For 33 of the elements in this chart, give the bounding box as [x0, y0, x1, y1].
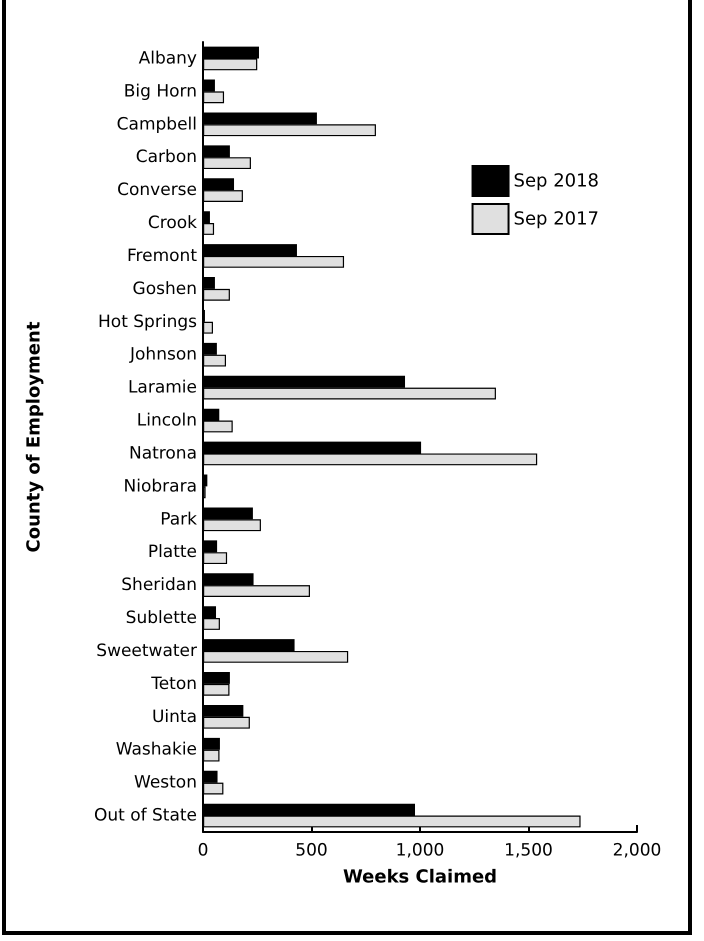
y-tick-label: Platte	[148, 542, 197, 562]
x-tick-label: 1,000	[396, 840, 444, 860]
y-tick-label: Uinta	[152, 706, 197, 727]
x-axis-title: Weeks Claimed	[342, 866, 498, 888]
y-tick-label: Fremont	[126, 246, 198, 266]
y-tick-label: Park	[160, 509, 198, 530]
y-tick-label: Laramie	[128, 378, 197, 398]
y-tick-label: Johnson	[129, 344, 197, 365]
y-tick-label: Niobrara	[124, 476, 197, 496]
y-tick-label: Sheridan	[121, 575, 197, 596]
y-tick-label: Teton	[150, 674, 197, 694]
y-tick-label: Natrona	[128, 443, 197, 464]
legend-label: Sep 2017	[514, 208, 600, 230]
y-tick-label: Lincoln	[136, 410, 197, 431]
y-tick-label: Big Horn	[124, 81, 197, 102]
y-tick-label: Sweetwater	[96, 640, 198, 661]
y-tick-label: Albany	[138, 48, 197, 68]
x-tick-label: 0	[198, 840, 208, 860]
y-tick-label: Weston	[134, 772, 197, 793]
y-tick-label: Out of State	[94, 806, 197, 826]
y-tick-label: Converse	[117, 180, 197, 200]
x-tick-label: 2,000	[612, 840, 662, 860]
y-tick-label: Sublette	[126, 608, 197, 628]
y-tick-label: Carbon	[136, 147, 197, 168]
y-tick-label: Washakie	[116, 740, 197, 760]
y-tick-label: Crook	[148, 213, 198, 234]
y-tick-label: Hot Springs	[98, 312, 198, 332]
y-tick-label: Goshen	[132, 278, 197, 299]
y-axis-title: County of Employment	[24, 321, 44, 552]
y-tick-label: Campbell	[116, 114, 197, 134]
legend-label: Sep 2018	[514, 170, 600, 192]
x-tick-label: 500	[295, 840, 328, 860]
x-tick-label: 1,500	[504, 840, 553, 860]
